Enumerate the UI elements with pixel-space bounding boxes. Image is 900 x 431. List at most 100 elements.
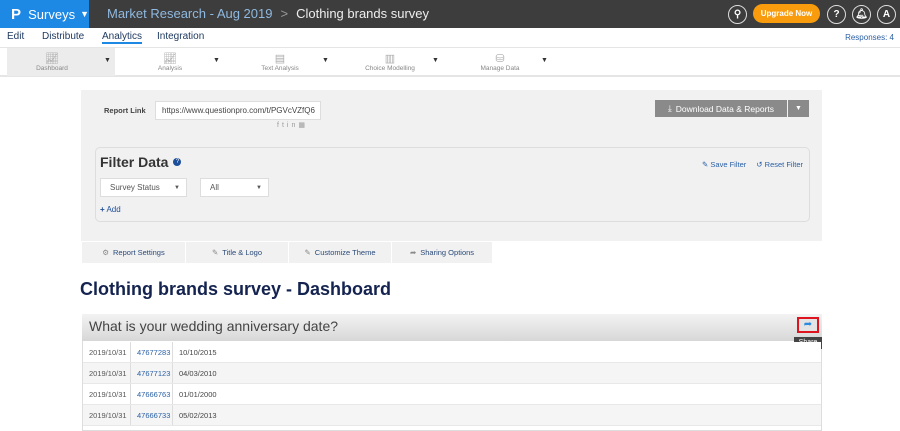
surveys-label: Surveys <box>28 6 76 22</box>
nav-integration[interactable]: Integration <box>157 31 205 42</box>
answer-cell: 01/01/2000 <box>179 389 217 399</box>
line-chart-icon: 📈︎ <box>45 52 59 65</box>
table-row: 2019/10/31 47666763 01/01/2000 <box>83 384 821 405</box>
report-link-label: Report Link <box>104 106 146 115</box>
tool-dashboard[interactable]: 📈︎ Dashboard <box>7 48 97 76</box>
dashboard-title: Clothing brands survey - Dashboard <box>80 279 392 299</box>
analytics-toolbar: 📈︎ Dashboard ▼ 📈︎ Analysis ▼ ▤ Text Analysi… <box>0 47 900 77</box>
filter-value: All <box>210 183 219 192</box>
date-cell: 2019/10/31 <box>83 384 131 404</box>
linkedin-icon[interactable]: in <box>286 122 299 129</box>
download-data-button[interactable]: ⤓ Download Data & Reports <box>655 100 787 117</box>
edit-icon: ✎ <box>304 248 311 257</box>
tool-manage-data[interactable]: ⛁ Manage Data <box>470 48 530 76</box>
filter-actions: ✎ Save Filter ↺ Reset Filter <box>702 160 803 169</box>
nav-edit[interactable]: Edit <box>7 31 25 42</box>
tool-label: Dashboard <box>36 64 68 72</box>
responses-count: Responses: 4 <box>845 33 894 42</box>
scatter-icon: 📈︎ <box>163 52 177 65</box>
search-icon[interactable]: ⚲ <box>728 5 747 24</box>
tab-label: Report Settings <box>113 248 165 257</box>
breadcrumb-folder[interactable]: Market Research - Aug 2019 <box>107 6 273 21</box>
chevron-down-icon[interactable]: ▼ <box>322 57 329 64</box>
response-id-link[interactable]: 47666733 <box>131 405 173 425</box>
answer-cell: 04/03/2010 <box>179 368 217 378</box>
download-icon: ⤓ <box>667 103 672 113</box>
qr-code-icon[interactable]: ▦ <box>298 122 308 129</box>
save-filter-label: Save Filter <box>710 160 747 169</box>
filter-title: Filter Data <box>100 154 169 170</box>
help-icon[interactable]: ? <box>173 158 182 166</box>
filter-field-select[interactable]: Survey Status ▼ <box>100 178 187 197</box>
nav-analytics[interactable]: Analytics <box>102 31 143 44</box>
facebook-icon[interactable]: f <box>277 122 282 129</box>
filter-value-select[interactable]: All ▼ <box>200 178 269 197</box>
tab-sharing-options[interactable]: ➦ Sharing Options <box>392 242 493 263</box>
date-cell: 2019/10/31 <box>83 342 131 362</box>
filter-data-box <box>95 147 810 222</box>
table-row: 2019/10/31 47677123 04/03/2010 <box>83 363 821 384</box>
table-row: 2019/10/31 47677283 10/10/2015 <box>83 342 821 363</box>
tab-report-settings[interactable]: ⚙ Report Settings <box>82 242 186 263</box>
share-button[interactable]: ➦ <box>797 317 819 333</box>
tool-analysis[interactable]: 📈︎ Analysis <box>140 48 200 76</box>
question-title: What is your wedding anniversary date? <box>82 314 822 341</box>
tool-label: Analysis <box>157 64 183 72</box>
date-cell: 2019/10/31 <box>83 405 131 425</box>
bar-chart-icon: ▥ <box>384 52 396 65</box>
top-bar <box>0 0 900 28</box>
help-icon[interactable]: ? <box>827 5 846 24</box>
edit-icon: ✎ <box>211 248 219 257</box>
database-icon: ⛁ <box>495 52 505 65</box>
report-link-input[interactable]: https://www.questionpro.com/t/PGVcVZfQ6 <box>155 101 321 120</box>
response-id-link[interactable]: 47677123 <box>131 363 173 383</box>
reset-filter-button[interactable]: ↺ Reset Filter <box>756 160 803 169</box>
answer-cell: 10/10/2015 <box>179 347 217 357</box>
breadcrumb-separator: > <box>280 6 289 21</box>
tab-label: Customize Theme <box>314 248 376 257</box>
date-cell: 2019/10/31 <box>83 363 131 383</box>
response-id-link[interactable]: 47666763 <box>131 384 173 404</box>
filter-header: Filter Data ? <box>100 154 182 170</box>
filter-field-value: Survey Status <box>110 183 160 192</box>
add-filter-button[interactable]: + Add <box>100 205 121 214</box>
upgrade-button[interactable]: Upgrade Now <box>753 4 820 23</box>
tool-choice-modelling[interactable]: ▥ Choice Modelling <box>355 48 425 76</box>
chevron-down-icon[interactable]: ▼ <box>213 57 220 64</box>
response-id-link[interactable]: 47677283 <box>131 342 173 362</box>
answer-cell: 05/02/2013 <box>179 410 217 420</box>
save-filter-button[interactable]: ✎ Save Filter <box>702 160 747 169</box>
chevron-down-icon[interactable]: ▼ <box>104 57 111 64</box>
gears-icon: ⚙ <box>102 248 110 257</box>
share-icon: ➦ <box>803 319 813 330</box>
add-label: Add <box>106 205 121 214</box>
document-icon: ▤ <box>274 52 286 65</box>
nav-distribute[interactable]: Distribute <box>42 31 85 42</box>
share-icon: ➦ <box>409 248 417 257</box>
tab-label: Sharing Options <box>420 248 475 257</box>
tool-text-analysis[interactable]: ▤ Text Analysis <box>245 48 315 76</box>
avatar[interactable]: A <box>877 5 896 24</box>
reset-filter-label: Reset Filter <box>764 160 803 169</box>
survey-title: Clothing brands survey <box>296 6 430 21</box>
plus-icon: + <box>100 205 105 214</box>
bell-icon[interactable]: 🔔︎ <box>852 5 871 24</box>
download-options-dropdown[interactable]: ▼ <box>788 100 809 117</box>
tool-label: Manage Data <box>480 64 520 72</box>
chevron-down-icon[interactable]: ▼ <box>432 57 439 64</box>
tab-customize-theme[interactable]: ✎ Customize Theme <box>289 242 392 263</box>
breadcrumb: Market Research - Aug 2019 > Clothing br… <box>107 6 429 21</box>
tab-title-logo[interactable]: ✎ Title & Logo <box>186 242 289 263</box>
tool-label: Text Analysis <box>261 64 299 72</box>
surveys-menu[interactable]: P Surveys ▼ <box>0 0 89 28</box>
social-share-icons[interactable]: ftin▦ <box>277 121 308 129</box>
tool-label: Choice Modelling <box>365 64 415 72</box>
table-row: 2019/10/31 47666733 05/02/2013 <box>83 405 821 426</box>
download-label: Download Data & Reports <box>675 103 775 114</box>
twitter-icon[interactable]: t <box>281 122 287 129</box>
chevron-down-icon: ▼ <box>80 9 89 19</box>
logo: P <box>11 5 22 23</box>
chevron-down-icon: ▼ <box>256 184 262 191</box>
chevron-down-icon: ▼ <box>174 184 180 191</box>
chevron-down-icon[interactable]: ▼ <box>541 57 548 64</box>
